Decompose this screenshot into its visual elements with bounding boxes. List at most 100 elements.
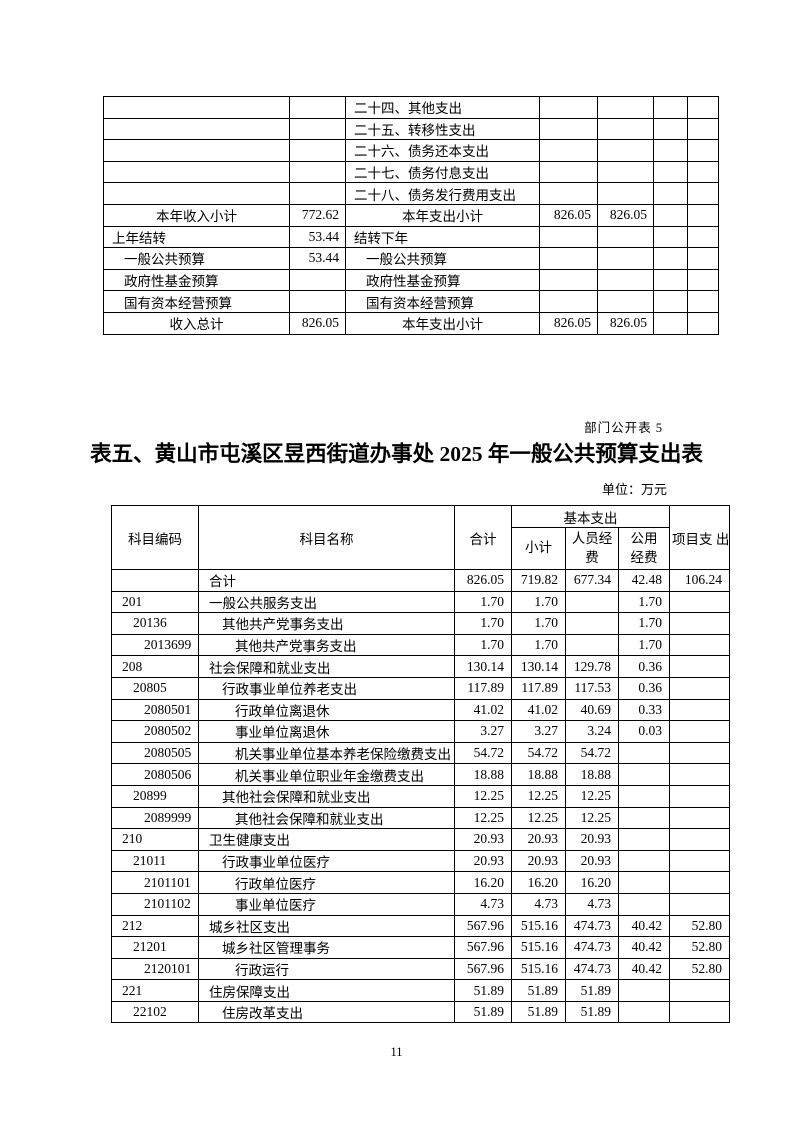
- right-label-cell: 本年支出小计: [345, 203, 540, 227]
- empty-cell-1: [653, 182, 688, 205]
- empty-cell-1: [653, 311, 688, 335]
- public-funds-cell: [617, 784, 671, 808]
- expenditure-table-row: 201 一般公共服务支出 1.70 1.70 1.70: [111, 590, 731, 614]
- expenditure-table-row: 20899 其他社会保障和就业支出 12.25 12.25 12.25: [111, 784, 731, 808]
- right-label-cell: 本年支出小计: [345, 311, 540, 335]
- public-funds-cell: 0.36: [617, 655, 671, 678]
- personnel-cell: 16.20: [565, 871, 619, 894]
- subtotal-cell: 1.70: [511, 612, 566, 635]
- subject-code-cell: 2089999: [111, 806, 199, 830]
- summary-table-row: 二十八、债务发行费用支出: [103, 182, 719, 205]
- value-cell-1: [539, 117, 598, 141]
- expenditure-table-row: 合计 826.05 719.82 677.34 42.48 106.24: [111, 569, 731, 592]
- subject-code-cell: 2013699: [111, 633, 199, 657]
- expenditure-table-row: 2013699 其他共产党事务支出 1.70 1.70 1.70: [111, 633, 731, 657]
- subject-name-cell: 卫生健康支出: [198, 828, 455, 851]
- left-value-cell: [289, 268, 346, 292]
- project-cell: [669, 849, 731, 873]
- expenditure-table-row: 2080505 机关事业单位基本养老保险缴费支出 54.72 54.72 54.…: [111, 741, 731, 765]
- left-label-cell: 收入总计: [103, 311, 290, 335]
- subject-name-cell: 机关事业单位职业年金缴费支出: [198, 763, 455, 786]
- public-funds-cell: 0.33: [617, 698, 671, 722]
- public-funds-cell: 1.70: [617, 590, 671, 614]
- subtotal-cell: 41.02: [511, 698, 566, 722]
- subject-name-cell: 住房保障支出: [198, 979, 455, 1002]
- expenditure-table-row: 2080501 行政单位离退休 41.02 41.02 40.69 0.33: [111, 698, 731, 722]
- project-cell: [669, 720, 731, 743]
- public-funds-cell: 40.42: [617, 957, 671, 981]
- unit-label: 单位：万元: [601, 482, 667, 497]
- subject-name-cell: 行政运行: [198, 957, 455, 981]
- total-cell: 41.02: [454, 698, 512, 722]
- expenditure-table-row: 2080506 机关事业单位职业年金缴费支出 18.88 18.88 18.88: [111, 763, 731, 786]
- left-label-cell: 一般公共预算: [103, 247, 290, 270]
- expenditure-table-row: 20136 其他共产党事务支出 1.70 1.70 1.70: [111, 612, 731, 635]
- public-funds-cell: [617, 892, 671, 916]
- subtotal-cell: 1.70: [511, 633, 566, 657]
- value-cell-1: [539, 139, 598, 162]
- public-funds-cell: [617, 806, 671, 830]
- right-label-cell: 结转下年: [345, 225, 540, 249]
- public-funds-cell: [617, 763, 671, 786]
- right-label-cell: 二十五、转移性支出: [345, 117, 540, 141]
- subject-name-cell: 机关事业单位基本养老保险缴费支出: [198, 741, 455, 765]
- subject-code-cell: 2101102: [111, 892, 199, 916]
- value-cell-2: [597, 139, 654, 162]
- right-label-cell: 二十八、债务发行费用支出: [345, 182, 540, 205]
- value-cell-2: 826.05: [597, 311, 654, 335]
- left-label-cell: [103, 139, 290, 162]
- left-value-cell: [289, 117, 346, 141]
- value-cell-2: 826.05: [597, 203, 654, 227]
- subject-code-cell: 22102: [111, 1000, 199, 1024]
- project-cell: [669, 806, 731, 830]
- left-label-cell: [103, 117, 290, 141]
- subtotal-cell: 12.25: [511, 806, 566, 830]
- expenditure-table-row: 21201 城乡社区管理事务 567.96 515.16 474.73 40.4…: [111, 936, 731, 959]
- expenditure-table: 科目编码 科目名称 合计 基本支出 项目支 出 小计 人员经 费 公用 经费 合…: [111, 505, 731, 1024]
- subject-name-cell: 其他社会保障和就业支出: [198, 784, 455, 808]
- total-cell: 567.96: [454, 914, 512, 938]
- personnel-cell: 3.24: [565, 720, 619, 743]
- value-cell-1: [539, 182, 598, 205]
- subtotal-cell: 117.89: [511, 676, 566, 700]
- header-subject-code: 科目编码: [111, 505, 199, 570]
- value-cell-2: [597, 268, 654, 292]
- subtotal-cell: 51.89: [511, 979, 566, 1002]
- public-funds-cell: 1.70: [617, 633, 671, 657]
- project-cell: [669, 698, 731, 722]
- subtotal-cell: 515.16: [511, 914, 566, 938]
- public-funds-cell: [617, 741, 671, 765]
- project-cell: [669, 676, 731, 700]
- subtotal-cell: 515.16: [511, 957, 566, 981]
- total-cell: 117.89: [454, 676, 512, 700]
- value-cell-1: [539, 225, 598, 249]
- header-total: 合计: [454, 505, 512, 570]
- personnel-cell: [565, 633, 619, 657]
- project-cell: [669, 655, 731, 678]
- expenditure-table-header: 科目编码 科目名称 合计 基本支出 项目支 出 小计 人员经 费 公用 经费: [111, 505, 731, 570]
- value-cell-1: [539, 268, 598, 292]
- summary-table-row: 上年结转 53.44 结转下年: [103, 225, 719, 249]
- project-cell: [669, 741, 731, 765]
- total-cell: 1.70: [454, 612, 512, 635]
- expenditure-table-row: 2101102 事业单位医疗 4.73 4.73 4.73: [111, 892, 731, 916]
- subject-code-cell: 2080505: [111, 741, 199, 765]
- public-funds-cell: 0.03: [617, 720, 671, 743]
- left-value-cell: [289, 96, 346, 119]
- empty-cell-1: [653, 290, 688, 313]
- value-cell-1: [539, 160, 598, 184]
- subtotal-cell: 51.89: [511, 1000, 566, 1024]
- left-value-cell: 772.62: [289, 203, 346, 227]
- summary-table-row: 政府性基金预算 政府性基金预算: [103, 268, 719, 292]
- expenditure-table-row: 22102 住房改革支出 51.89 51.89 51.89: [111, 1000, 731, 1024]
- subtotal-cell: 719.82: [511, 569, 566, 592]
- subject-name-cell: 行政事业单位养老支出: [198, 676, 455, 700]
- public-funds-cell: 40.42: [617, 914, 671, 938]
- personnel-cell: 20.93: [565, 828, 619, 851]
- summary-table-row: 二十五、转移性支出: [103, 117, 719, 141]
- expenditure-table-row: 212 城乡社区支出 567.96 515.16 474.73 40.42 52…: [111, 914, 731, 938]
- subject-code-cell: 2101101: [111, 871, 199, 894]
- personnel-cell: 51.89: [565, 979, 619, 1002]
- summary-table-row: 收入总计 826.05 本年支出小计 826.05 826.05: [103, 311, 719, 335]
- subtotal-cell: 18.88: [511, 763, 566, 786]
